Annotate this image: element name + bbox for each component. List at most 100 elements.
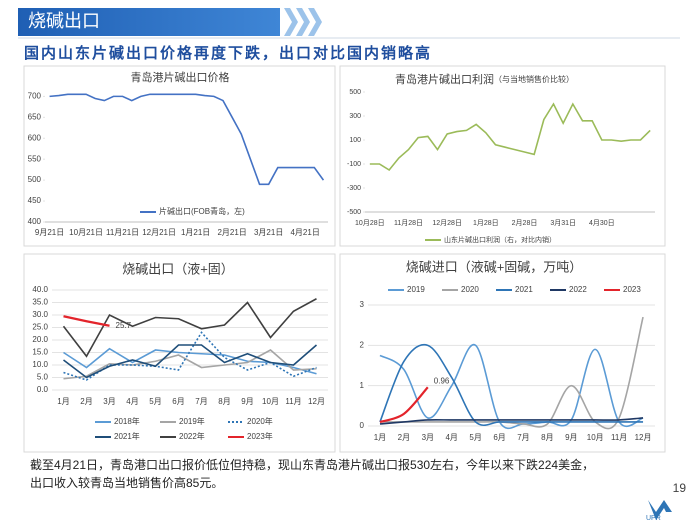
series-line [379,344,644,430]
x-tick-label: 2月21日 [217,228,246,237]
y-tick-label: 5.0 [37,373,49,382]
series-line [379,316,644,430]
y-tick-label: 650 [28,112,42,121]
x-tick-label: 7月 [517,433,529,442]
x-tick-label: 12月28日 [432,219,462,227]
chart-frame [23,253,336,453]
y-tick-label: 0 [360,421,365,430]
x-tick-label: 12月 [635,433,652,442]
x-tick-label: 8月 [218,397,230,406]
y-tick-label: 30.0 [32,310,48,319]
footer-text: 截至4月21日，青岛港口出口报价低位但持稳，现山东青岛港片碱出口报530左右，今… [30,457,594,472]
x-tick-label: 4月 [126,397,138,406]
x-tick-label: 11月 [285,397,301,406]
x-tick-label: 4月21日 [290,228,319,237]
page-number: 19 [673,481,687,495]
y-tick-label: 2 [360,340,365,349]
x-tick-label: 3月21日 [254,228,283,237]
chart-title: 烧碱出口（液+固） [122,261,234,276]
data-label: 25.7 [116,321,132,330]
chart-frame [339,65,666,247]
y-tick-label: 100 [349,137,361,144]
x-tick-label: 1月 [374,433,386,442]
x-tick-label: 12月21日 [142,228,176,237]
x-tick-label: 11月21日 [106,228,139,237]
x-tick-label: 9月21日 [35,228,64,237]
x-tick-label: 10月28日 [355,219,385,227]
chart-subtitle: （与当地销售价比较） [494,74,574,84]
y-tick-label: 500 [28,175,42,184]
series-line [379,417,644,425]
legend-label: 2019 [407,285,425,294]
y-tick-label: 10.0 [32,360,48,369]
legend-label: 2023年 [247,431,273,441]
series-line [63,331,317,381]
x-tick-label: 1月28日 [473,219,499,227]
legend-label: 2022 [569,285,587,294]
header-bar [18,8,280,36]
x-tick-label: 3月 [422,433,434,442]
x-tick-label: 5月 [149,397,161,406]
y-tick-label: 3 [360,300,365,309]
x-tick-label: 3月 [103,397,115,406]
x-tick-label: 1月 [57,397,69,406]
data-label: 0.96 [434,376,450,385]
y-tick-label: -100 [347,161,361,168]
y-tick-label: 35.0 [32,298,48,307]
series-line [63,315,110,327]
series-line [63,344,318,379]
x-tick-label: 7月 [195,397,207,406]
logo-text: UPR [646,515,661,522]
x-tick-label: 11月 [611,433,627,442]
x-tick-label: 2月28日 [512,219,538,227]
x-tick-label: 10月 [262,397,279,406]
legend-label: 2021年 [114,431,140,441]
x-tick-label: 5月 [469,433,481,442]
x-tick-label: 11月28日 [394,219,423,227]
x-tick-label: 12月 [308,397,325,406]
chart-title: 青岛港片碱出口利润 [395,72,494,86]
header-title: 烧碱出口 [28,11,100,31]
header-chevrons [284,8,322,36]
x-tick-label: 2月 [398,433,410,442]
chart-frame [339,253,666,453]
x-tick-label: 2月 [80,397,92,406]
series-line [63,349,317,380]
y-tick-label: 1 [360,381,365,390]
chart-frame [23,65,336,247]
y-tick-label: 0.0 [37,385,49,394]
legend-label: 2020 [461,285,479,294]
legend-label: 2020年 [247,416,273,426]
x-tick-label: 9月 [241,397,253,406]
y-tick-label: 300 [349,113,361,120]
y-tick-label: -500 [347,209,361,216]
series-line [62,298,317,358]
y-tick-label: 20.0 [32,335,48,344]
legend-label: 2018年 [114,416,140,426]
legend-label: 2019年 [179,416,205,426]
x-tick-label: 8月 [541,433,553,442]
y-tick-label: 40.0 [32,285,48,294]
legend-label: 2022年 [179,431,205,441]
series-line [379,343,644,427]
legend-label: 片碱出口(FOB青岛，左) [159,206,245,216]
series-line [49,93,325,186]
logo-mark [648,500,672,520]
x-tick-label: 6月 [172,397,184,406]
chart-title: 青岛港片碱出口利润（与当地销售价比较） [395,72,574,86]
y-tick-label: 700 [28,91,42,100]
x-tick-label: 9月 [565,433,577,442]
series-line [369,102,651,172]
y-tick-label: 500 [349,89,361,96]
legend-label: 2021 [515,285,533,294]
y-tick-label: 15.0 [32,348,48,357]
x-tick-label: 4月 [445,433,457,442]
y-tick-label: 600 [28,133,42,142]
x-tick-label: 6月 [493,433,505,442]
x-tick-label: 3月31日 [550,219,576,227]
footer-text: 出口收入较青岛当地销售价高85元。 [30,475,223,490]
y-tick-label: 25.0 [32,323,48,332]
y-tick-label: -300 [347,185,361,192]
